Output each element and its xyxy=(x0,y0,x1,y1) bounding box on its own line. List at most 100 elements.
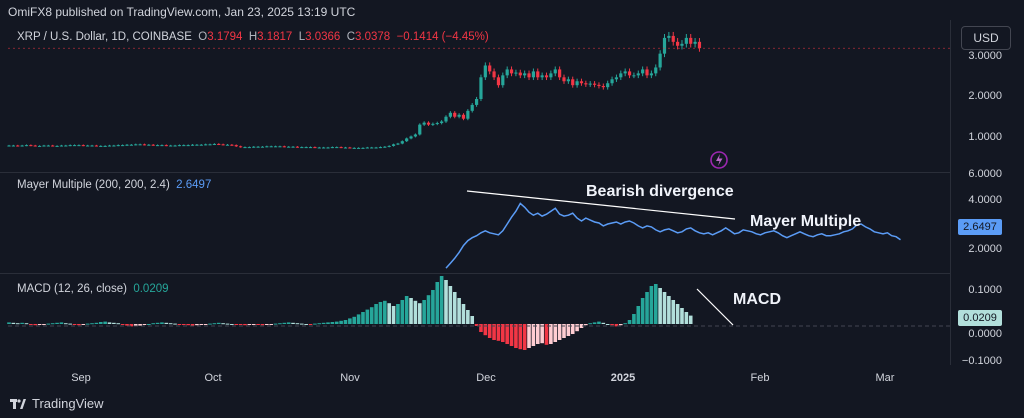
macd-annotation: MACD xyxy=(733,291,781,308)
footer-branding[interactable]: TradingView xyxy=(10,396,104,411)
price-candle xyxy=(155,145,160,147)
macd-histogram-bar xyxy=(334,321,339,324)
macd-histogram-bar xyxy=(282,322,287,324)
price-candle xyxy=(195,144,199,146)
macd-histogram-bar xyxy=(299,323,304,325)
price-candle xyxy=(304,147,308,149)
macd-histogram-bar xyxy=(155,322,160,324)
macd-histogram-bar xyxy=(190,324,195,326)
price-candle xyxy=(649,73,653,76)
macd-histogram-bar xyxy=(483,324,488,336)
macd-tick: 0.0000 xyxy=(968,328,1002,340)
price-candle xyxy=(252,146,256,148)
price-candle xyxy=(592,83,597,85)
macd-histogram-bar xyxy=(286,322,291,324)
macd-histogram-bar xyxy=(151,323,156,325)
price-candle xyxy=(391,144,396,146)
price-candle xyxy=(684,37,688,44)
price-candle xyxy=(457,114,461,117)
macd-histogram-bar xyxy=(575,324,579,332)
price-candle xyxy=(422,122,426,125)
price-candle xyxy=(566,79,570,82)
price-candle xyxy=(387,145,391,147)
macd-histogram-bar xyxy=(182,324,186,325)
macd-histogram-bar xyxy=(46,323,51,325)
macd-histogram-bar xyxy=(173,323,177,325)
price-candle xyxy=(265,146,269,148)
macd-histogram-bar xyxy=(168,323,173,325)
macd-histogram-bar xyxy=(584,324,588,326)
price-candle xyxy=(330,147,334,149)
macd-histogram-bar xyxy=(317,323,322,325)
price-candle xyxy=(239,146,243,148)
macd-histogram-bar xyxy=(343,320,348,324)
price-candle xyxy=(370,147,374,149)
macd-histogram-bar xyxy=(531,324,536,346)
price-candle xyxy=(571,79,575,86)
lightning-icon[interactable] xyxy=(710,151,728,169)
macd-legend[interactable]: MACD (12, 26, close) 0.0209 xyxy=(17,283,169,295)
mayer-legend[interactable]: Mayer Multiple (200, 200, 2.4) 2.6497 xyxy=(17,179,211,191)
macd-histogram-bar xyxy=(422,300,426,324)
mayer-value-tag: 2.6497 xyxy=(958,219,1002,235)
macd-histogram-bar xyxy=(326,322,330,324)
publish-header: OmiFX8 published on TradingView.com, Jan… xyxy=(8,5,356,19)
macd-histogram-bar xyxy=(212,323,217,325)
macd-histogram-bar xyxy=(273,323,278,325)
change-value: −0.1414 (−4.45%) xyxy=(396,31,489,43)
macd-histogram-bar xyxy=(688,315,693,324)
price-legend: XRP / U.S. Dollar, 1D, COINBASE O3.1794 … xyxy=(17,31,489,43)
price-candle xyxy=(409,136,413,139)
price-candle xyxy=(322,147,326,149)
price-candle xyxy=(492,71,496,78)
macd-histogram-bar xyxy=(496,324,501,341)
symbol-label[interactable]: XRP / U.S. Dollar, 1D, COINBASE xyxy=(17,31,192,43)
x-axis-label: 2025 xyxy=(610,372,636,384)
macd-legend-value: 0.0209 xyxy=(133,283,169,295)
macd-histogram-bar xyxy=(653,284,658,324)
macd-histogram-bar xyxy=(396,304,400,324)
macd-histogram-bar xyxy=(147,324,151,325)
macd-histogram-bar xyxy=(20,322,24,324)
macd-histogram-bar xyxy=(636,306,641,324)
macd-histogram-bar xyxy=(619,324,623,326)
macd-histogram-bar xyxy=(391,306,396,324)
divergence-trendline xyxy=(466,190,736,220)
price-candle xyxy=(256,146,260,148)
price-candle xyxy=(339,147,343,149)
macd-histogram-bar xyxy=(627,320,632,324)
close-value: 3.0378 xyxy=(355,31,391,43)
price-candle xyxy=(444,116,448,122)
price-candle xyxy=(470,104,474,111)
price-candle xyxy=(107,145,112,147)
price-candle xyxy=(278,146,282,148)
macd-histogram-bar xyxy=(269,324,273,325)
macd-histogram-bar xyxy=(251,324,256,325)
macd-histogram-bar xyxy=(142,324,147,325)
price-tick: 2.0000 xyxy=(968,90,1002,102)
macd-histogram-bar xyxy=(68,323,72,325)
price-candle xyxy=(405,138,409,142)
price-candle xyxy=(225,144,230,146)
macd-histogram-bar xyxy=(492,324,496,340)
macd-histogram-bar xyxy=(444,280,448,324)
macd-histogram-bar xyxy=(295,323,300,325)
macd-histogram-bar xyxy=(369,307,374,324)
price-candle xyxy=(20,145,24,147)
price-candle xyxy=(549,73,553,78)
mayer-tick: 4.0000 xyxy=(968,194,1002,206)
macd-tick: 0.1000 xyxy=(968,284,1002,296)
price-candle xyxy=(697,41,702,49)
macd-histogram-bar xyxy=(684,312,689,324)
macd-histogram-bar xyxy=(243,324,247,326)
price-pane xyxy=(7,31,950,149)
price-candle xyxy=(680,43,684,46)
macd-histogram-bar xyxy=(29,324,33,325)
macd-histogram-bar xyxy=(265,324,269,325)
currency-button[interactable]: USD xyxy=(961,26,1011,50)
macd-histogram-bar xyxy=(98,322,103,324)
price-candle xyxy=(676,41,680,46)
macd-histogram-bar xyxy=(605,324,610,325)
price-candle xyxy=(129,144,133,146)
